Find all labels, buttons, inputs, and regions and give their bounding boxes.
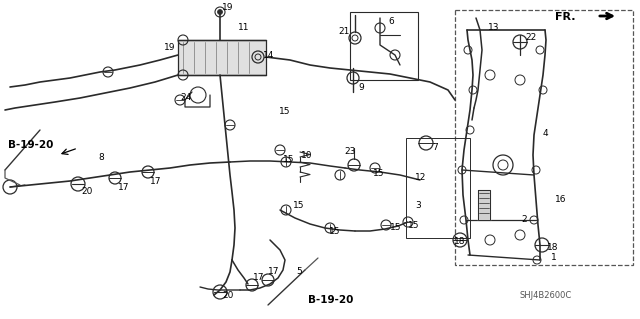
Text: 17: 17 bbox=[150, 177, 161, 187]
Text: 20: 20 bbox=[81, 188, 92, 197]
Text: 21: 21 bbox=[339, 27, 350, 36]
Text: 10: 10 bbox=[301, 151, 312, 160]
Text: B-19-20: B-19-20 bbox=[8, 140, 53, 150]
Text: 15: 15 bbox=[278, 108, 290, 116]
Text: 4: 4 bbox=[543, 129, 548, 137]
Text: 22: 22 bbox=[525, 33, 536, 42]
Text: 15: 15 bbox=[408, 221, 419, 231]
Text: 24: 24 bbox=[180, 93, 192, 101]
Text: 11: 11 bbox=[238, 24, 250, 33]
Text: 17: 17 bbox=[253, 273, 264, 283]
Text: 14: 14 bbox=[263, 50, 275, 60]
Text: 2: 2 bbox=[522, 216, 527, 225]
Text: 13: 13 bbox=[488, 24, 499, 33]
Text: 15: 15 bbox=[373, 168, 385, 177]
Text: 1: 1 bbox=[551, 254, 557, 263]
Text: SHJ4B2600C: SHJ4B2600C bbox=[520, 291, 572, 300]
Text: FR.: FR. bbox=[554, 12, 575, 22]
Text: 8: 8 bbox=[98, 152, 104, 161]
Bar bbox=[455, 10, 633, 265]
Text: 3: 3 bbox=[415, 201, 420, 210]
Text: B-19-20: B-19-20 bbox=[308, 295, 353, 305]
Text: 17: 17 bbox=[118, 183, 129, 192]
Text: 20: 20 bbox=[222, 292, 234, 300]
Text: 5: 5 bbox=[296, 266, 301, 276]
Text: 7: 7 bbox=[432, 144, 438, 152]
Bar bbox=[178, 40, 266, 75]
Polygon shape bbox=[478, 190, 490, 220]
Text: 12: 12 bbox=[415, 174, 426, 182]
Bar bbox=[406, 138, 470, 238]
Text: 18: 18 bbox=[547, 243, 559, 253]
Text: 18: 18 bbox=[454, 238, 465, 247]
Text: 16: 16 bbox=[555, 196, 566, 204]
Text: 6: 6 bbox=[388, 18, 394, 26]
Bar bbox=[350, 12, 418, 80]
Text: 23: 23 bbox=[344, 147, 356, 157]
Text: 15: 15 bbox=[328, 227, 340, 236]
Text: 15: 15 bbox=[293, 201, 305, 210]
Text: 15: 15 bbox=[282, 155, 294, 165]
Text: 9: 9 bbox=[358, 84, 364, 93]
Text: 19: 19 bbox=[222, 4, 234, 12]
Circle shape bbox=[218, 10, 223, 14]
Text: 17: 17 bbox=[268, 268, 280, 277]
Text: 15: 15 bbox=[390, 224, 401, 233]
Text: 19: 19 bbox=[163, 43, 175, 53]
